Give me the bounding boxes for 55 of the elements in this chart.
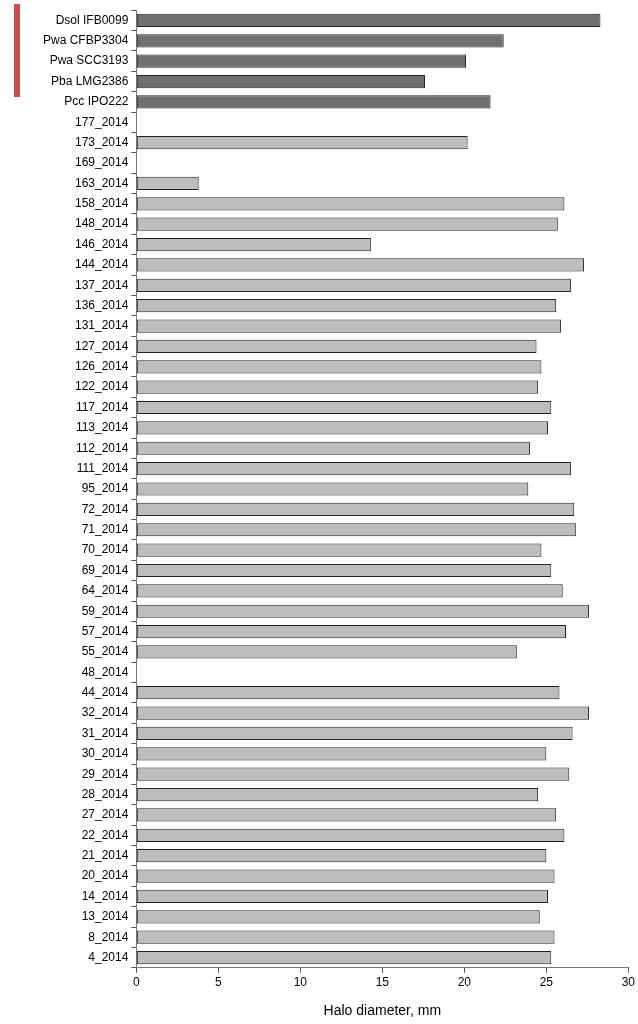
x-tick-label: 30 xyxy=(621,975,636,990)
y-tick-label: 28_2014 xyxy=(81,786,129,801)
y-tick-label: 57_2014 xyxy=(81,623,129,638)
x-tick-label: 15 xyxy=(375,975,390,990)
y-tick-label: 122_2014 xyxy=(74,379,129,394)
y-tick-label: 72_2014 xyxy=(81,501,129,516)
y-tick-label: 44_2014 xyxy=(81,685,129,700)
y-tick-label: 113_2014 xyxy=(75,420,129,435)
y-tick-label: Pba LMG2386 xyxy=(50,73,129,88)
y-tick-label: 29_2014 xyxy=(81,766,129,781)
y-tick-label: Pwa SCC3193 xyxy=(49,53,129,68)
y-tick-label: 21_2014 xyxy=(81,848,129,863)
y-tick-label: 158_2014 xyxy=(74,196,129,211)
y-tick-label: 59_2014 xyxy=(81,603,129,618)
y-tick-label: 32_2014 xyxy=(81,705,129,720)
x-axis-title: Halo diameter, mm xyxy=(323,1002,442,1019)
y-tick-label: 137_2014 xyxy=(74,277,129,292)
y-tick-label: 148_2014 xyxy=(74,216,129,231)
y-tick-label: 70_2014 xyxy=(81,542,129,557)
y-tick-label: Pwa CFBP3304 xyxy=(42,33,129,48)
y-tick-label: 48_2014 xyxy=(81,664,129,679)
y-tick-label: 71_2014 xyxy=(81,522,129,537)
y-tick-label: 127_2014 xyxy=(74,338,129,353)
y-tick-label: 14_2014 xyxy=(81,888,129,903)
y-tick-label: 146_2014 xyxy=(74,236,129,251)
y-tick-label: 144_2014 xyxy=(74,257,129,272)
y-tick-label: 8_2014 xyxy=(88,929,129,944)
y-tick-label: 30_2014 xyxy=(81,746,129,761)
y-tick-label: 95_2014 xyxy=(81,481,129,496)
y-tick-label: 117_2014 xyxy=(75,399,129,414)
y-tick-label: 136_2014 xyxy=(74,297,129,312)
y-tick-label: 163_2014 xyxy=(74,175,129,190)
x-tick-label: 5 xyxy=(215,975,223,990)
y-tick-label: 69_2014 xyxy=(81,562,129,577)
y-tick-label: 22_2014 xyxy=(81,827,129,842)
y-tick-label: Pcc IPO222 xyxy=(64,94,129,109)
x-tick-label: 25 xyxy=(539,975,554,990)
y-tick-label: 4_2014 xyxy=(88,949,129,964)
x-tick-label: 10 xyxy=(293,975,308,990)
y-tick-label: 111_2014 xyxy=(76,460,129,475)
y-tick-label: 13_2014 xyxy=(81,909,129,924)
y-tick-label: 64_2014 xyxy=(81,583,129,598)
x-tick-label: 20 xyxy=(457,975,472,990)
y-tick-label: 55_2014 xyxy=(81,644,129,659)
y-tick-label: 177_2014 xyxy=(74,114,129,129)
x-tick-label: 0 xyxy=(133,975,141,990)
y-tick-label: 27_2014 xyxy=(81,807,129,822)
y-tick-label: 173_2014 xyxy=(74,134,129,149)
y-tick-label: 112_2014 xyxy=(75,440,129,455)
y-tick-label: 131_2014 xyxy=(74,318,129,333)
y-tick-label: 126_2014 xyxy=(74,359,129,374)
y-tick-label: 20_2014 xyxy=(81,868,129,883)
y-tick-label: 31_2014 xyxy=(81,725,129,740)
y-tick-label: Dsol IFB0099 xyxy=(55,12,129,27)
y-tick-label: 169_2014 xyxy=(74,155,129,170)
